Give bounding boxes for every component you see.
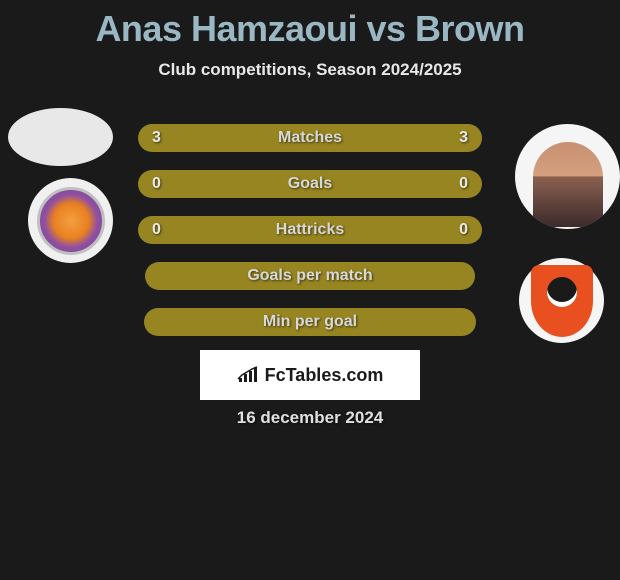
chart-icon [237, 366, 259, 384]
date-text: 16 december 2024 [0, 408, 620, 428]
stats-container: 3 Matches 3 0 Goals 0 0 Hattricks 0 Goal… [138, 124, 482, 354]
stat-right-value: 0 [459, 221, 468, 239]
stat-row-hattricks: 0 Hattricks 0 [138, 216, 482, 244]
stat-left-value: 3 [152, 129, 161, 147]
player-left-avatar [8, 108, 113, 166]
branding-text: FcTables.com [265, 365, 384, 386]
branding-box: FcTables.com [200, 350, 420, 400]
stat-row-goals: 0 Goals 0 [138, 170, 482, 198]
club-left-badge [28, 178, 113, 263]
club-right-badge [519, 258, 604, 343]
stat-label: Goals per match [247, 267, 372, 285]
stat-left-value: 0 [152, 221, 161, 239]
stat-label: Matches [278, 129, 342, 147]
stat-label: Min per goal [263, 313, 357, 331]
page-title: Anas Hamzaoui vs Brown [0, 0, 620, 50]
player-right-avatar [515, 124, 620, 229]
stat-label: Hattricks [276, 221, 344, 239]
stat-row-matches: 3 Matches 3 [138, 124, 482, 152]
stat-label: Goals [288, 175, 332, 193]
stat-right-value: 3 [459, 129, 468, 147]
stat-row-mpg: Min per goal [144, 308, 476, 336]
player-face-icon [533, 142, 603, 227]
subtitle: Club competitions, Season 2024/2025 [0, 60, 620, 80]
club-left-badge-icon [37, 187, 105, 255]
stat-row-gpm: Goals per match [145, 262, 475, 290]
stat-left-value: 0 [152, 175, 161, 193]
club-right-badge-icon [531, 265, 593, 337]
stat-right-value: 0 [459, 175, 468, 193]
